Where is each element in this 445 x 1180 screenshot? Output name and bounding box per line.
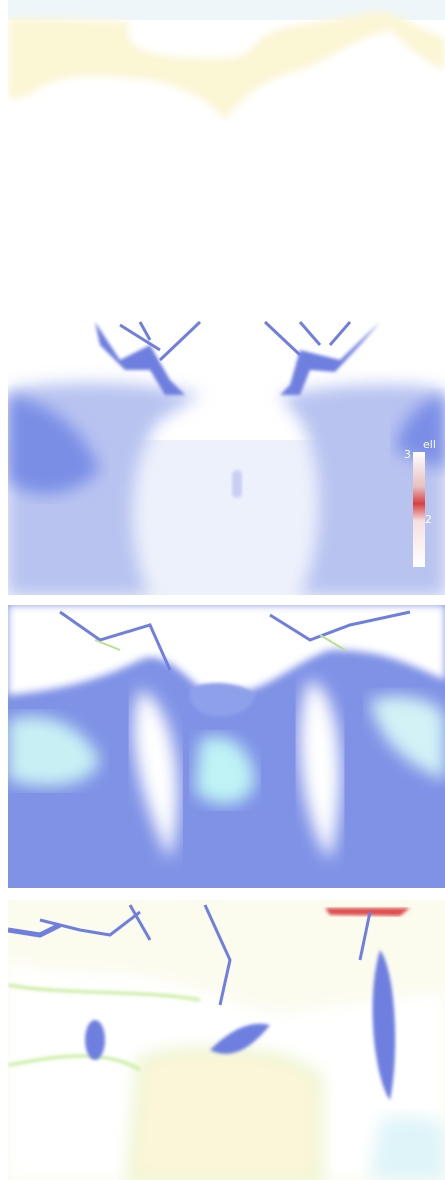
colorbar [413,452,425,567]
panel-3 [8,605,445,888]
panel-1 [8,0,445,120]
colorbar-label: 2 [425,513,432,526]
colorbar-title: ell [423,438,436,451]
panel-2 [8,320,445,595]
panel-4 [8,900,445,1180]
colorbar-label: 3 [404,448,411,461]
